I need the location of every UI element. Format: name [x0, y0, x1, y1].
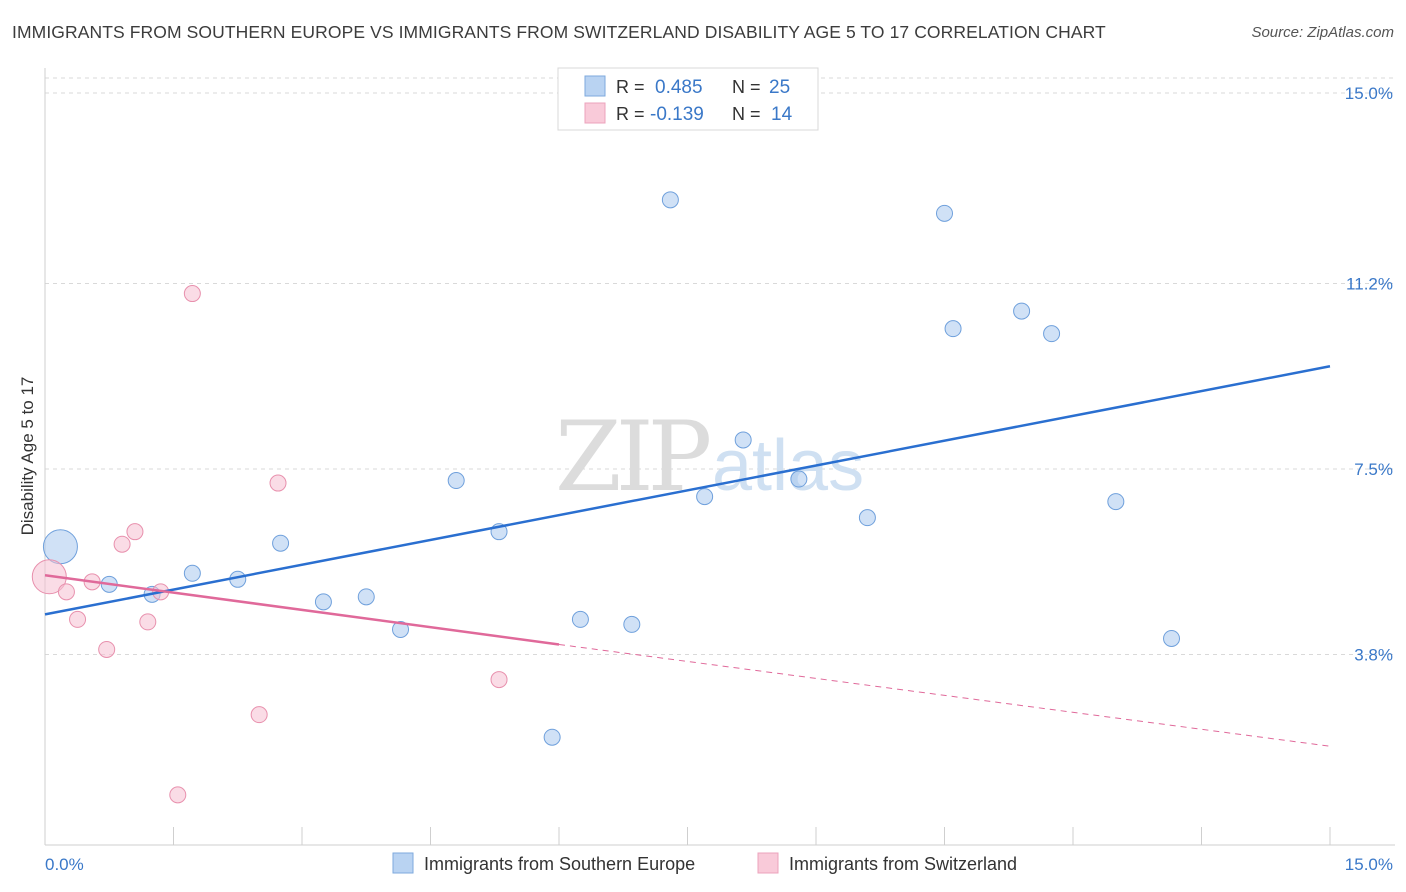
point-series1-1	[57, 583, 75, 601]
legend: R = 0.485 N = 25 R = -0.139 N = 14	[557, 67, 819, 131]
point-series1-5	[113, 535, 131, 553]
legend-r-label-1: R =	[616, 77, 645, 97]
point-series0-22	[1043, 325, 1061, 343]
point-series1-12	[269, 474, 287, 492]
point-series0-16	[734, 431, 752, 449]
x-tick-label-0: 0.0%	[45, 855, 84, 874]
legend-r-value-1: 0.485	[655, 77, 703, 98]
bottom-legend-swatch-pink	[757, 852, 779, 874]
y-tick-labels: 3.8% 7.5% 11.2% 15.0%	[1345, 84, 1393, 664]
legend-n-value-1: 25	[769, 77, 790, 98]
point-series0-21	[1013, 302, 1031, 320]
trend-line-series0	[44, 365, 1331, 616]
y-tick-label-0: 3.8%	[1354, 646, 1393, 665]
bottom-legend-swatch-blue	[392, 852, 414, 874]
point-series0-15	[696, 488, 714, 506]
point-series0-18	[858, 509, 876, 527]
y-tick-label-2: 11.2%	[1346, 275, 1393, 294]
watermark-zip: ZIP	[555, 401, 710, 513]
legend-n-label-1: N =	[732, 77, 761, 97]
trend-line-dashed-series1	[558, 643, 1331, 747]
point-series1-6	[126, 523, 144, 541]
point-series1-13	[490, 671, 508, 689]
point-series1-9	[169, 786, 187, 804]
watermark-atlas: atlas	[712, 426, 864, 506]
y-tick-label-3: 15.0%	[1345, 84, 1393, 103]
point-series0-5	[272, 534, 290, 552]
bottom-legend-label-pink: Immigrants from Switzerland	[789, 854, 1017, 874]
legend-n-value-2: 14	[771, 104, 793, 125]
point-series1-10	[183, 285, 201, 303]
y-tick-label-1: 7.5%	[1354, 460, 1393, 479]
point-series0-9	[447, 472, 465, 490]
point-series0-3	[183, 564, 201, 582]
bottom-legend-label-blue: Immigrants from Southern Europe	[424, 854, 695, 874]
point-series0-19	[936, 204, 953, 222]
x-tick-label-1: 15.0%	[1345, 855, 1393, 874]
legend-r-value-2: -0.139	[650, 104, 704, 125]
chart-title: IMMIGRANTS FROM SOUTHERN EUROPE VS IMMIG…	[12, 22, 1106, 42]
y-axis-title: Disability Age 5 to 17	[18, 377, 37, 536]
point-series0-24	[1163, 629, 1181, 647]
point-series1-2	[69, 610, 87, 628]
point-series0-8	[392, 620, 410, 638]
legend-swatch-pink	[584, 102, 606, 124]
point-series1-7	[139, 613, 157, 631]
legend-n-label-2: N =	[732, 104, 761, 124]
source-label: Source: ZipAtlas.com	[1251, 24, 1394, 41]
x-tick-labels: 0.0% 15.0%	[45, 855, 1393, 874]
grid-lines	[45, 77, 1395, 656]
point-series1-4	[98, 640, 116, 658]
bottom-legend: Immigrants from Southern Europe Immigran…	[392, 852, 1017, 874]
point-series0-13	[623, 615, 641, 633]
point-series1-11	[250, 706, 268, 724]
point-series0-6	[314, 593, 332, 611]
trend-lines	[44, 365, 1331, 747]
point-series0-0	[42, 529, 78, 565]
legend-swatch-blue	[584, 75, 606, 97]
point-series0-23	[1107, 493, 1125, 511]
point-series0-20	[944, 320, 962, 338]
axes	[44, 68, 1395, 846]
point-series0-12	[571, 610, 589, 628]
point-series0-17	[790, 470, 808, 488]
legend-r-label-2: R =	[616, 104, 645, 124]
point-series0-14	[661, 191, 679, 209]
data-points	[31, 191, 1181, 804]
trend-line-series1	[44, 574, 560, 646]
point-series0-11	[543, 728, 561, 746]
point-series0-7	[357, 588, 375, 606]
